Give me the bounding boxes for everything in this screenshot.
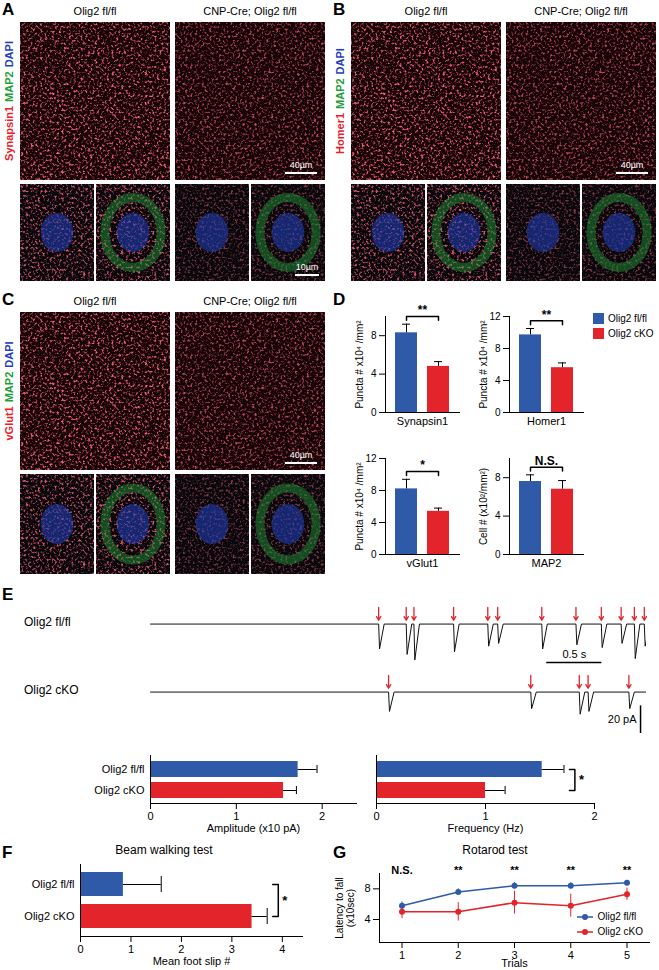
svg-text:N.S.: N.S. xyxy=(391,864,412,876)
html-text:Olig2 cKO: Olig2 cKO xyxy=(608,328,654,339)
svg-text:**: ** xyxy=(418,303,428,317)
svg-text:Olig2 fl/fl: Olig2 fl/fl xyxy=(74,295,117,307)
svg-text:CNP-Cre; Olig2 fl/fl: CNP-Cre; Olig2 fl/fl xyxy=(534,5,628,17)
svg-text:*: * xyxy=(282,893,288,908)
svg-text:8: 8 xyxy=(495,472,501,483)
svg-text:vGlut1: vGlut1 xyxy=(407,557,439,569)
html-text:Olig2 fl/fl: Olig2 fl/fl xyxy=(597,911,637,922)
svg-text:Olig2 fl/fl: Olig2 fl/fl xyxy=(102,763,145,775)
svg-text:12: 12 xyxy=(365,453,377,464)
html-text:F: F xyxy=(2,843,13,862)
svg-text:**: ** xyxy=(454,864,463,876)
svg-text:*: * xyxy=(420,458,425,472)
svg-text:MAP2: MAP2 xyxy=(532,557,562,569)
html-text:Olig2 fl/fl: Olig2 fl/fl xyxy=(24,615,71,629)
svg-text:Mean foot slip #: Mean foot slip # xyxy=(153,955,232,967)
html-text:C: C xyxy=(2,290,15,309)
svg-text:**: ** xyxy=(542,308,552,322)
svg-text:0: 0 xyxy=(371,407,377,418)
svg-text:Amplitude (x10 pA): Amplitude (x10 pA) xyxy=(207,822,301,834)
svg-text:40µm: 40µm xyxy=(290,160,313,170)
svg-text:Olig2 cKO: Olig2 cKO xyxy=(94,784,145,796)
svg-text:CNP-Cre; Olig2 fl/fl: CNP-Cre; Olig2 fl/fl xyxy=(203,5,297,17)
html-text:Latency to fall (x10sec): Latency to fall (x10sec) xyxy=(334,876,356,939)
svg-text:3: 3 xyxy=(229,943,235,955)
svg-text:2: 2 xyxy=(591,810,597,822)
svg-text:Frequency (Hz): Frequency (Hz) xyxy=(448,822,524,834)
svg-text:0: 0 xyxy=(371,549,377,560)
svg-text:*: * xyxy=(579,772,585,787)
svg-text:20 pA: 20 pA xyxy=(608,713,637,725)
svg-text:10µm: 10µm xyxy=(296,262,319,272)
svg-text:2: 2 xyxy=(319,810,325,822)
html-text:A: A xyxy=(2,0,15,19)
svg-text:Olig2 fl/fl: Olig2 fl/fl xyxy=(74,5,117,17)
svg-text:4: 4 xyxy=(495,510,501,521)
svg-text:5: 5 xyxy=(624,949,630,961)
svg-text:4: 4 xyxy=(568,949,574,961)
html-text:Rotarod test: Rotarod test xyxy=(462,843,528,857)
svg-text:0: 0 xyxy=(495,407,501,418)
html-text:Olig2 cKO: Olig2 cKO xyxy=(597,926,643,937)
svg-text:vGlut1MAP2DAPI: vGlut1MAP2DAPI xyxy=(3,341,15,440)
svg-text:0.5 s: 0.5 s xyxy=(562,648,586,660)
svg-text:0: 0 xyxy=(147,810,153,822)
svg-text:1: 1 xyxy=(233,810,239,822)
svg-text:**: ** xyxy=(623,864,632,876)
svg-text:4: 4 xyxy=(279,943,285,955)
svg-text:Puncta # x10⁴ /mm²: Puncta # x10⁴ /mm² xyxy=(478,320,489,409)
html-text:Olig2 cKO: Olig2 cKO xyxy=(24,683,79,697)
svg-text:Puncta # x10⁴ /mm²: Puncta # x10⁴ /mm² xyxy=(354,462,365,551)
html-text:Olig2 fl/fl: Olig2 fl/fl xyxy=(608,313,647,324)
svg-text:Homer1: Homer1 xyxy=(527,415,566,427)
svg-text:12: 12 xyxy=(489,311,501,322)
html-text:D: D xyxy=(333,290,346,309)
svg-text:Olig2 fl/fl: Olig2 fl/fl xyxy=(32,878,75,890)
svg-text:Cell # (x10²/mm²): Cell # (x10²/mm²) xyxy=(478,468,489,545)
svg-text:N.S.: N.S. xyxy=(535,454,558,468)
svg-text:1: 1 xyxy=(128,943,134,955)
svg-text:8: 8 xyxy=(371,330,377,341)
svg-text:0: 0 xyxy=(495,549,501,560)
svg-text:Synapsin1: Synapsin1 xyxy=(397,415,448,427)
svg-text:4: 4 xyxy=(371,368,377,379)
svg-text:Homer1MAP2DAPI: Homer1MAP2DAPI xyxy=(334,48,346,154)
svg-text:0: 0 xyxy=(373,810,379,822)
svg-text:0: 0 xyxy=(77,943,83,955)
svg-text:**: ** xyxy=(566,864,575,876)
svg-text:2: 2 xyxy=(178,943,184,955)
svg-text:Synapsin1MAP2DAPI: Synapsin1MAP2DAPI xyxy=(3,41,15,161)
svg-text:Puncta # x10⁴ /mm²: Puncta # x10⁴ /mm² xyxy=(354,320,365,409)
html-text:E: E xyxy=(2,585,14,604)
svg-text:**: ** xyxy=(510,864,519,876)
svg-text:40µm: 40µm xyxy=(621,160,644,170)
svg-text:1: 1 xyxy=(399,949,405,961)
svg-text:CNP-Cre; Olig2 fl/fl: CNP-Cre; Olig2 fl/fl xyxy=(203,295,297,307)
svg-text:40µm: 40µm xyxy=(290,450,313,460)
html-text:Beam walking test: Beam walking test xyxy=(115,843,213,857)
html-text:G: G xyxy=(333,843,347,862)
svg-text:8: 8 xyxy=(371,485,377,496)
svg-text:Trials: Trials xyxy=(501,957,528,969)
svg-text:4: 4 xyxy=(371,517,377,528)
html-text:B: B xyxy=(333,0,346,19)
svg-text:2: 2 xyxy=(455,949,461,961)
svg-text:3: 3 xyxy=(511,949,518,962)
svg-text:8: 8 xyxy=(495,343,501,354)
svg-text:4: 4 xyxy=(495,375,501,386)
svg-text:1: 1 xyxy=(482,810,488,822)
svg-text:Olig2 fl/fl: Olig2 fl/fl xyxy=(405,5,448,17)
svg-text:8: 8 xyxy=(364,882,370,894)
svg-text:Olig2 cKO: Olig2 cKO xyxy=(24,910,75,922)
svg-text:4: 4 xyxy=(364,913,370,925)
